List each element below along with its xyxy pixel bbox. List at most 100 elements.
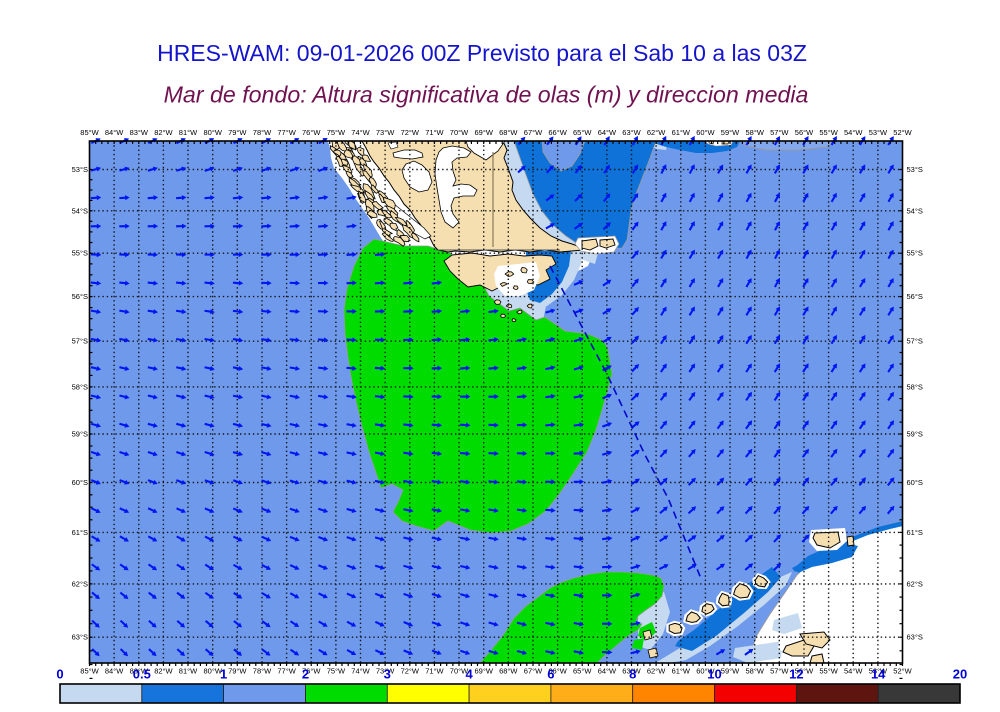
svg-text:63°W: 63°W [622, 667, 641, 676]
svg-text:54°W: 54°W [844, 128, 863, 137]
svg-text:82°W: 82°W [154, 128, 173, 137]
svg-text:63°S: 63°S [72, 633, 88, 642]
svg-text:73°W: 73°W [376, 667, 395, 676]
svg-text:0.5: 0.5 [133, 667, 151, 682]
svg-text:61°S: 61°S [907, 528, 923, 537]
svg-text:83°W: 83°W [130, 128, 149, 137]
svg-text:20: 20 [953, 667, 967, 682]
svg-text:1: 1 [220, 667, 227, 682]
svg-text:75°W: 75°W [327, 667, 346, 676]
svg-text:62°S: 62°S [72, 579, 88, 588]
svg-text:69°W: 69°W [474, 667, 493, 676]
svg-text:83°W: 83°W [130, 667, 149, 676]
svg-text:65°W: 65°W [573, 667, 592, 676]
svg-text:80°W: 80°W [203, 128, 222, 137]
svg-text:56°W: 56°W [795, 667, 814, 676]
svg-text:58°S: 58°S [907, 382, 923, 391]
svg-text:53°W: 53°W [869, 128, 888, 137]
svg-text:60°W: 60°W [696, 667, 715, 676]
svg-text:76°W: 76°W [302, 667, 321, 676]
svg-text:58°W: 58°W [745, 667, 764, 676]
svg-text:61°W: 61°W [672, 128, 691, 137]
svg-text:55°W: 55°W [819, 128, 838, 137]
svg-text:14: 14 [871, 667, 886, 682]
svg-text:68°W: 68°W [499, 128, 518, 137]
svg-text:53°W: 53°W [869, 667, 888, 676]
svg-text:73°W: 73°W [376, 128, 395, 137]
svg-text:58°W: 58°W [745, 128, 764, 137]
svg-text:66°W: 66°W [548, 128, 567, 137]
svg-text:84°W: 84°W [105, 128, 124, 137]
svg-text:61°W: 61°W [672, 667, 691, 676]
svg-text:55°W: 55°W [819, 667, 838, 676]
svg-text:56°S: 56°S [72, 292, 88, 301]
svg-text:65°W: 65°W [573, 128, 592, 137]
svg-text:Mar de fondo: Altura significa: Mar de fondo: Altura significativa de ol… [164, 82, 809, 108]
svg-text:67°W: 67°W [524, 128, 543, 137]
svg-text:84°W: 84°W [105, 667, 124, 676]
svg-text:53°S: 53°S [72, 165, 88, 174]
svg-text:60°S: 60°S [72, 478, 88, 487]
svg-text:79°W: 79°W [228, 128, 247, 137]
svg-text:70°W: 70°W [450, 667, 469, 676]
svg-text:57°S: 57°S [72, 337, 88, 346]
svg-text:69°W: 69°W [474, 128, 493, 137]
svg-text:68°W: 68°W [499, 667, 518, 676]
svg-text:70°W: 70°W [450, 128, 469, 137]
svg-text:85°W: 85°W [80, 128, 99, 137]
svg-text:66°W: 66°W [548, 667, 567, 676]
svg-text:3: 3 [384, 667, 391, 682]
svg-text:57°S: 57°S [907, 337, 923, 346]
svg-text:72°W: 72°W [401, 128, 420, 137]
svg-text:54°S: 54°S [72, 206, 88, 215]
svg-text:59°S: 59°S [907, 430, 923, 439]
svg-text:53°S: 53°S [907, 165, 923, 174]
svg-text:62°S: 62°S [907, 579, 923, 588]
svg-text:54°S: 54°S [907, 206, 923, 215]
svg-text:77°W: 77°W [277, 128, 296, 137]
svg-text:74°W: 74°W [351, 667, 370, 676]
svg-text:4: 4 [465, 667, 473, 682]
svg-text:57°W: 57°W [770, 128, 789, 137]
svg-text:62°W: 62°W [647, 667, 666, 676]
svg-text:61°S: 61°S [72, 528, 88, 537]
svg-text:58°S: 58°S [72, 382, 88, 391]
svg-text:10: 10 [707, 667, 721, 682]
svg-text:12: 12 [789, 667, 803, 682]
svg-text:54°W: 54°W [844, 667, 863, 676]
svg-text:78°W: 78°W [253, 128, 272, 137]
svg-text:56°W: 56°W [795, 128, 814, 137]
svg-text:59°W: 59°W [721, 128, 740, 137]
svg-text:63°S: 63°S [907, 633, 923, 642]
svg-text:78°W: 78°W [253, 667, 272, 676]
svg-text:76°W: 76°W [302, 128, 321, 137]
svg-text:81°W: 81°W [179, 128, 198, 137]
svg-text:0: 0 [56, 667, 63, 682]
svg-text:56°S: 56°S [907, 292, 923, 301]
svg-text:59°W: 59°W [721, 667, 740, 676]
svg-text:6: 6 [547, 667, 554, 682]
svg-text:67°W: 67°W [524, 667, 543, 676]
svg-text:79°W: 79°W [228, 667, 247, 676]
svg-text:63°W: 63°W [622, 128, 641, 137]
svg-text:59°S: 59°S [72, 430, 88, 439]
svg-text:52°W: 52°W [893, 667, 912, 676]
svg-text:8: 8 [629, 667, 636, 682]
svg-text:77°W: 77°W [277, 667, 296, 676]
svg-text:62°W: 62°W [647, 128, 666, 137]
svg-text:64°W: 64°W [598, 667, 617, 676]
svg-text:82°W: 82°W [154, 667, 173, 676]
svg-text:80°W: 80°W [203, 667, 222, 676]
svg-text:HRES-WAM: 09-01-2026 00Z Previ: HRES-WAM: 09-01-2026 00Z Previsto para e… [157, 40, 807, 66]
svg-text:75°W: 75°W [327, 128, 346, 137]
svg-text:52°W: 52°W [893, 128, 912, 137]
svg-text:60°S: 60°S [907, 478, 923, 487]
svg-text:60°W: 60°W [696, 128, 715, 137]
svg-text:2: 2 [302, 667, 309, 682]
svg-text:64°W: 64°W [598, 128, 617, 137]
svg-text:74°W: 74°W [351, 128, 370, 137]
svg-text:55°S: 55°S [72, 249, 88, 258]
svg-text:57°W: 57°W [770, 667, 789, 676]
svg-text:81°W: 81°W [179, 667, 198, 676]
svg-text:85°W: 85°W [80, 667, 99, 676]
